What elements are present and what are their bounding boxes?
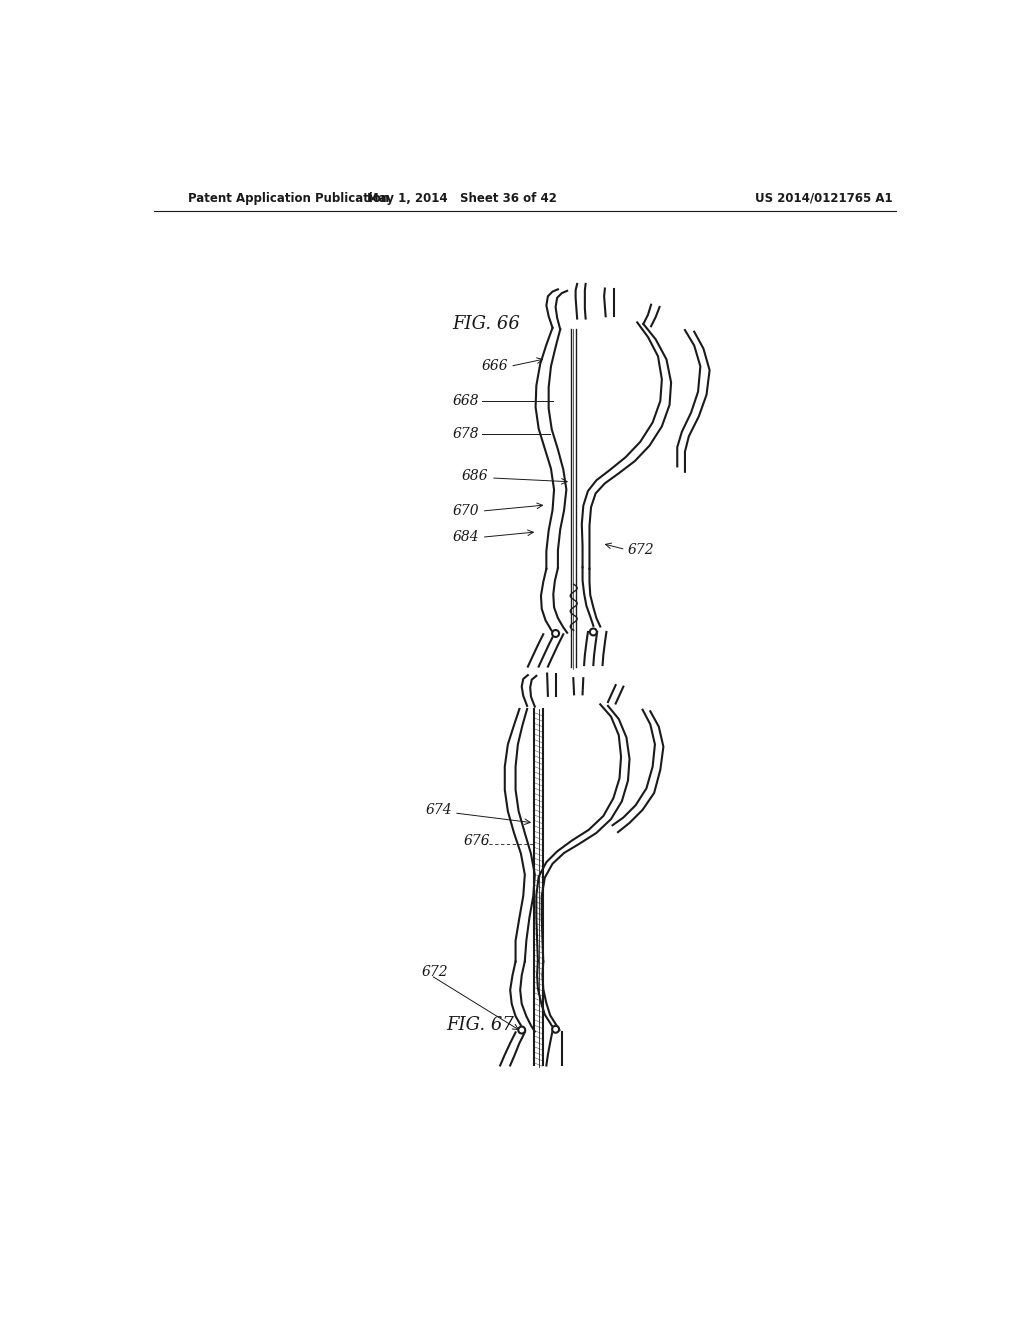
Circle shape xyxy=(552,1026,559,1032)
Circle shape xyxy=(590,628,597,635)
Text: 686: 686 xyxy=(462,470,488,483)
Text: 678: 678 xyxy=(453,428,479,441)
Text: 672: 672 xyxy=(422,965,449,978)
Text: 674: 674 xyxy=(426,803,453,817)
Text: 668: 668 xyxy=(453,393,479,408)
Text: Patent Application Publication: Patent Application Publication xyxy=(188,191,389,205)
Circle shape xyxy=(518,1027,525,1034)
Circle shape xyxy=(552,630,559,638)
Text: 672: 672 xyxy=(628,543,654,557)
Text: 670: 670 xyxy=(453,504,479,517)
Text: 684: 684 xyxy=(453,531,479,544)
Text: 676: 676 xyxy=(463,834,489,847)
Text: US 2014/0121765 A1: US 2014/0121765 A1 xyxy=(755,191,892,205)
Text: FIG. 66: FIG. 66 xyxy=(453,315,520,333)
Text: 666: 666 xyxy=(481,359,508,374)
Text: FIG. 67: FIG. 67 xyxy=(446,1015,514,1034)
Text: May 1, 2014   Sheet 36 of 42: May 1, 2014 Sheet 36 of 42 xyxy=(367,191,557,205)
